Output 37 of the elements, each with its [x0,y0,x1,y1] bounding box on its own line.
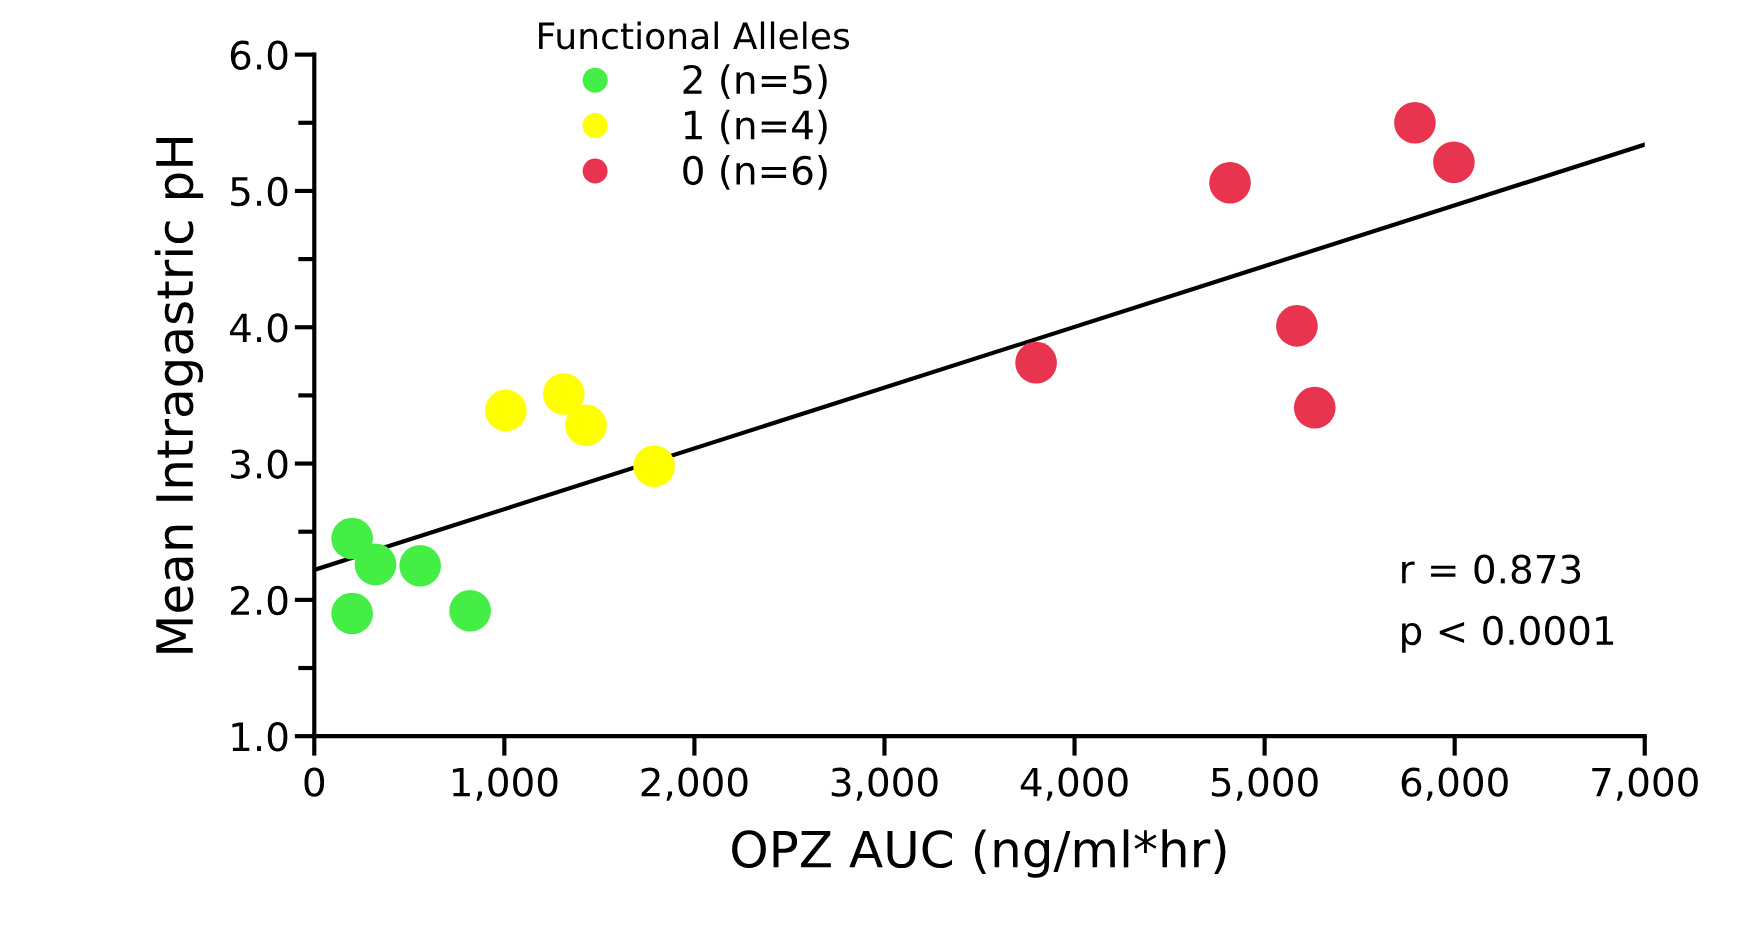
x-tick-label: 1,000 [452,767,558,801]
legend-title: Functional Alleles [539,21,850,50]
point [1394,101,1436,144]
point [1433,141,1475,184]
legend-label: 1 (n=4) [684,109,827,145]
point [633,445,675,488]
annotation: p < 0.0001 [1402,615,1614,653]
x-tick-label: 3,000 [831,767,938,801]
point [1209,161,1251,204]
y-tick-label: 2.0 [230,585,288,616]
point [331,592,373,635]
point [565,404,607,447]
legend-label: 0 (n=6) [683,155,827,190]
point [1293,386,1336,429]
x-tick-label: 5,000 [1211,767,1318,801]
x-tick-label: 7,000 [1592,767,1698,801]
y-tick-label: 3.0 [231,449,288,479]
x-axis-title: OPZ AUC (ng/ml*hr) [732,829,1226,878]
point [543,373,585,415]
x-tick-label: 4,000 [1020,767,1128,801]
x-tick-label: 6,000 [1401,767,1508,801]
legend-label: 2 (n=5) [683,64,827,99]
point [399,544,441,587]
point [449,589,491,632]
point [354,543,397,586]
x-tick-label: 0 [304,767,325,797]
x-tick-label: 2,000 [641,767,748,801]
y-tick-label: 4.0 [230,313,288,343]
point [1276,305,1318,347]
y-tick-label: 5.0 [231,176,288,207]
point [331,517,373,560]
annotation: r = 0.873 [1402,554,1581,584]
y-axis-title: Mean Intragastric pH [154,138,204,653]
point [1015,341,1057,384]
y-tick-label: 1.0 [232,722,288,752]
point [485,389,527,432]
y-tick-label: 6.0 [230,40,288,70]
